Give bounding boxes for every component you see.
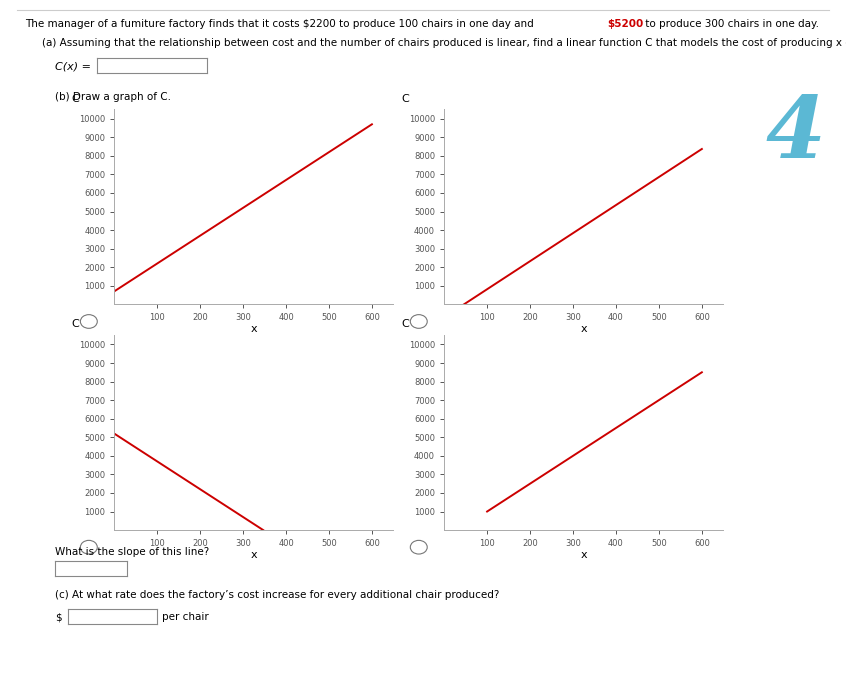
Text: (c) At what rate does the factory’s cost increase for every additional chair pro: (c) At what rate does the factory’s cost…: [55, 590, 499, 600]
Text: 4: 4: [766, 92, 826, 176]
Y-axis label: C: C: [401, 319, 409, 329]
X-axis label: x: x: [580, 549, 587, 560]
Text: per chair: per chair: [162, 612, 209, 622]
Text: $5200: $5200: [607, 19, 644, 29]
Text: $: $: [55, 612, 62, 622]
Text: (a) Assuming that the relationship between cost and the number of chairs produce: (a) Assuming that the relationship betwe…: [42, 38, 846, 48]
X-axis label: x: x: [250, 549, 257, 560]
Y-axis label: C: C: [71, 94, 79, 103]
Y-axis label: C: C: [71, 319, 79, 329]
Y-axis label: C: C: [401, 94, 409, 103]
Text: (b) Draw a graph of C.: (b) Draw a graph of C.: [55, 92, 171, 103]
Text: to produce 300 chairs in one day.: to produce 300 chairs in one day.: [642, 19, 819, 29]
Text: The manager of a fumiture factory finds that it costs $2200 to produce 100 chair: The manager of a fumiture factory finds …: [25, 19, 537, 29]
X-axis label: x: x: [250, 324, 257, 334]
Text: What is the slope of this line?: What is the slope of this line?: [55, 547, 209, 557]
X-axis label: x: x: [580, 324, 587, 334]
Text: C(x) =: C(x) =: [55, 62, 91, 72]
